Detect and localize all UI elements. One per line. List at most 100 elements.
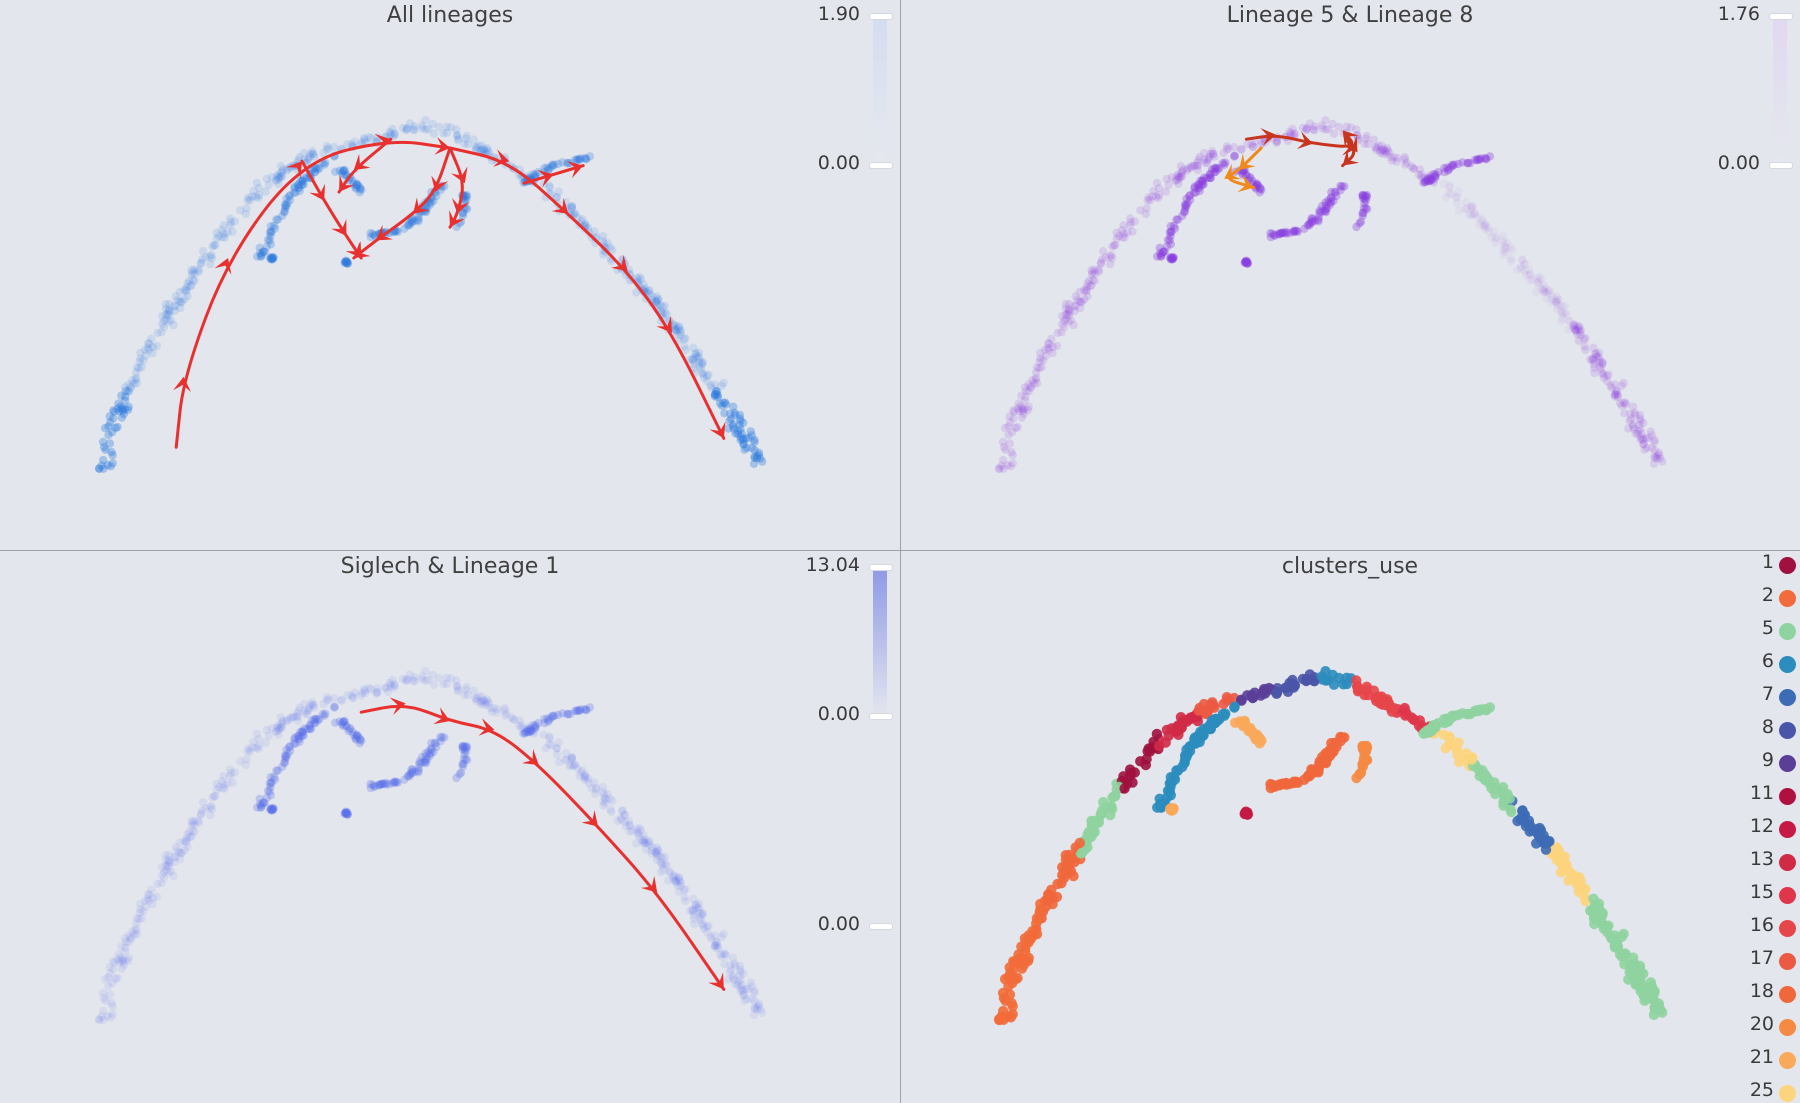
cell-point — [733, 980, 742, 989]
cell-point — [691, 349, 701, 358]
cell-point — [283, 750, 292, 759]
cell-point — [268, 805, 277, 815]
cell-point — [607, 807, 616, 817]
cell-point — [244, 193, 253, 202]
cell-point — [424, 749, 434, 758]
trajectory-arrowhead — [1224, 163, 1242, 180]
cell-point — [1429, 170, 1438, 179]
cell-point — [487, 707, 497, 716]
cell-point — [201, 253, 210, 262]
cell-point — [310, 167, 319, 177]
cell-point — [428, 670, 437, 680]
legend-item[interactable]: 9 — [1730, 749, 1800, 779]
cell-point — [1059, 866, 1070, 877]
legend-item[interactable]: 8 — [1730, 716, 1800, 746]
cell-point — [1321, 207, 1331, 217]
cell-point — [1501, 247, 1510, 257]
cell-point — [1387, 156, 1397, 165]
cell-point — [1058, 312, 1067, 321]
cell-point — [1257, 185, 1266, 194]
legend-item[interactable]: 11 — [1730, 782, 1800, 812]
legend-label: 17 — [1749, 947, 1774, 969]
cell-point — [285, 192, 294, 201]
cell-point — [749, 459, 759, 468]
cell-point — [1574, 323, 1583, 332]
legend-item[interactable]: 5 — [1730, 617, 1800, 647]
cell-point — [1148, 192, 1157, 201]
cell-point — [392, 777, 401, 786]
legend-item[interactable]: 12 — [1730, 815, 1800, 845]
cell-point — [158, 312, 167, 321]
cell-point — [1558, 314, 1568, 323]
cell-point — [1383, 144, 1392, 153]
cell-point — [137, 914, 146, 923]
cell-point — [1105, 252, 1115, 261]
cell-point — [681, 896, 690, 906]
cell-point — [415, 759, 424, 769]
cell-point — [1205, 169, 1215, 179]
cell-point — [699, 370, 708, 379]
cell-point — [388, 124, 397, 134]
legend-item[interactable]: 20 — [1730, 1013, 1800, 1043]
cell-point — [1475, 155, 1484, 164]
cell-point — [417, 121, 427, 130]
cell-point — [640, 839, 650, 848]
cell-point — [756, 454, 765, 463]
legend-item[interactable]: 6 — [1730, 650, 1800, 680]
legend-swatch — [1779, 920, 1796, 937]
legend-item[interactable]: 17 — [1730, 947, 1800, 977]
cell-point — [1064, 310, 1074, 320]
cell-point — [175, 297, 184, 306]
trajectory-curve — [448, 146, 726, 440]
legend-item[interactable]: 16 — [1730, 914, 1800, 944]
cell-point — [136, 348, 145, 358]
cell-point — [747, 443, 757, 453]
legend-item[interactable]: 25 — [1730, 1079, 1800, 1103]
legend-item[interactable]: 7 — [1730, 683, 1800, 713]
cell-point — [405, 670, 415, 679]
cell-point — [1087, 281, 1096, 290]
cell-point — [1463, 158, 1472, 168]
cell-point — [1640, 445, 1649, 454]
cell-point — [298, 731, 307, 741]
cell-point — [1610, 392, 1619, 401]
cell-point — [1307, 216, 1316, 226]
legend-item[interactable]: 15 — [1730, 881, 1800, 911]
cell-point — [1650, 435, 1659, 445]
cell-point — [313, 716, 322, 725]
cell-point — [472, 696, 481, 706]
cell-point — [1525, 276, 1534, 285]
cell-point — [310, 152, 319, 161]
cell-point — [1568, 870, 1579, 881]
cell-point — [434, 673, 444, 683]
legend-item[interactable]: 18 — [1730, 980, 1800, 1010]
cell-point — [341, 256, 351, 265]
cell-point — [736, 967, 745, 976]
legend-item[interactable]: 21 — [1730, 1046, 1800, 1076]
cell-point — [265, 779, 274, 788]
cell-point — [1237, 144, 1246, 153]
cell-point — [1149, 186, 1158, 195]
cell-point — [550, 160, 559, 169]
cell-point — [1446, 162, 1456, 172]
cell-point — [1361, 196, 1371, 205]
legend-item[interactable]: 2 — [1730, 584, 1800, 614]
cell-point — [1241, 256, 1251, 265]
cell-point — [179, 285, 189, 295]
cell-point — [1539, 287, 1549, 297]
trajectory-arrowhead — [566, 161, 584, 179]
cell-point — [1282, 686, 1294, 697]
cell-point — [390, 680, 399, 689]
cell-point — [170, 857, 179, 867]
cell-point — [483, 695, 492, 704]
cell-point — [1019, 409, 1028, 419]
cell-point — [256, 251, 265, 261]
cell-point — [109, 957, 118, 966]
cell-point — [1423, 173, 1433, 182]
cell-point — [1552, 292, 1561, 301]
cell-point — [141, 351, 151, 360]
legend-item[interactable]: 1 — [1730, 551, 1800, 581]
cell-point — [1119, 783, 1130, 794]
legend-item[interactable]: 13 — [1730, 848, 1800, 878]
